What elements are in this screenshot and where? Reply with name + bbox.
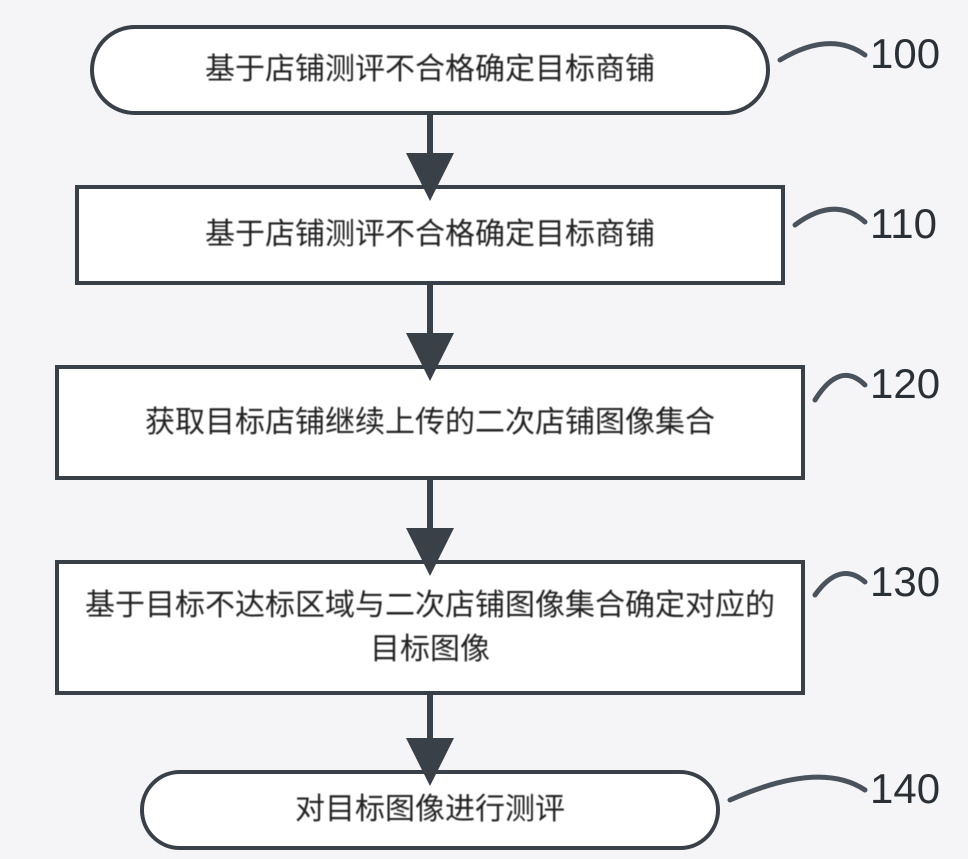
flow-node-label: 基于店铺测评不合格确定目标商铺 — [205, 48, 655, 92]
flow-node-120: 获取目标店铺继续上传的二次店铺图像集合 — [55, 365, 805, 480]
flow-node-130: 基于目标不达标区域与二次店铺图像集合确定对应的目标图像 — [55, 560, 805, 695]
flowchart-canvas: 基于店铺测评不合格确定目标商铺 基于店铺测评不合格确定目标商铺 获取目标店铺继续… — [0, 0, 968, 859]
flow-step-number-110: 110 — [870, 200, 937, 248]
flow-node-140: 对目标图像进行测评 — [140, 770, 720, 850]
flow-step-number-140: 140 — [870, 765, 940, 813]
flow-node-label: 基于目标不达标区域与二次店铺图像集合确定对应的目标图像 — [79, 584, 781, 671]
flow-node-110: 基于店铺测评不合格确定目标商铺 — [75, 185, 785, 285]
flow-step-number-130: 130 — [870, 558, 940, 606]
flow-node-label: 对目标图像进行测评 — [295, 788, 565, 832]
flow-node-label: 获取目标店铺继续上传的二次店铺图像集合 — [145, 401, 715, 445]
flow-node-100: 基于店铺测评不合格确定目标商铺 — [90, 25, 770, 115]
flow-node-label: 基于店铺测评不合格确定目标商铺 — [205, 213, 655, 257]
flow-step-number-100: 100 — [870, 30, 940, 78]
flow-step-number-120: 120 — [870, 360, 940, 408]
